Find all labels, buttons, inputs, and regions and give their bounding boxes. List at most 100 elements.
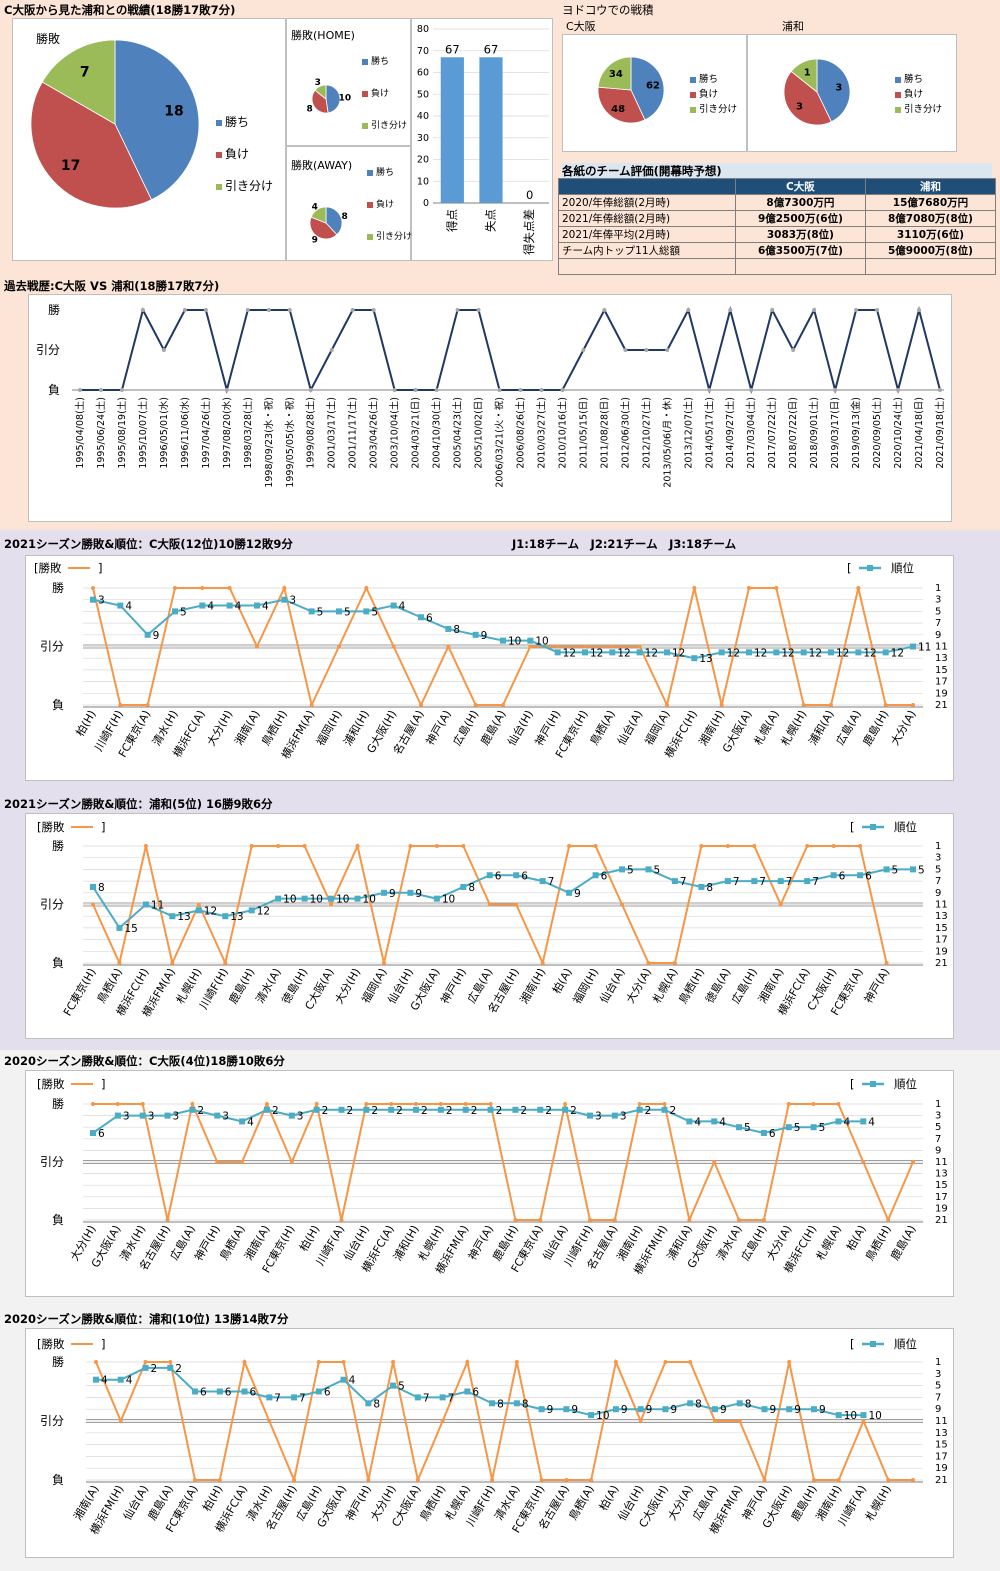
rank-point <box>241 1388 248 1395</box>
pie-slice-label: 62 <box>646 81 660 92</box>
result-point <box>528 644 533 649</box>
date-label: 1995/06/24(土) <box>95 397 107 469</box>
pie-slice-label: 3 <box>315 78 321 88</box>
date-label: 2011/05/15(日) <box>578 397 589 469</box>
result-point <box>145 703 150 707</box>
rank-value-label: 10 <box>336 894 349 906</box>
result-point <box>501 703 505 707</box>
rank-value-label: 8 <box>522 1398 529 1410</box>
y-axis-label: 負 <box>52 698 64 712</box>
rank-tick-label: 9 <box>935 1145 941 1156</box>
rank-value-label: 12 <box>590 647 603 659</box>
rank-point <box>698 883 705 890</box>
table-row: チーム内トップ11人総額 6億3500万(7位) 5億9000万(8位) <box>558 242 997 259</box>
y-axis-label: 引分 <box>40 640 64 654</box>
rank-value-label: 6 <box>200 1387 207 1399</box>
y-axis-label: 引分 <box>36 343 60 357</box>
pie-slice-label: 34 <box>609 69 623 80</box>
legend-results-bracket: ] <box>98 561 103 575</box>
result-point <box>215 1160 220 1164</box>
result-point <box>316 1360 321 1364</box>
table-cell: 2021/年俸平均(2月時) <box>558 226 736 243</box>
opponent-label: 大分(H) <box>204 708 236 749</box>
rank-value-label: 3 <box>620 1111 627 1123</box>
y-tick-label: 80 <box>417 24 429 35</box>
rank-value-label: 9 <box>574 888 581 900</box>
date-label: 2004/10/30(土) <box>431 397 443 469</box>
opponent-label: 広島(H) <box>450 708 482 749</box>
rank-tick-label: 3 <box>935 1111 941 1122</box>
result-point <box>287 308 292 312</box>
date-label: 1997/08/20(水) <box>221 397 233 469</box>
opponent-label: 鳥栖(A) <box>587 708 618 748</box>
result-point <box>886 1478 891 1482</box>
rank-value-label: 6 <box>769 1128 776 1140</box>
rank-tick-label: 15 <box>935 1180 948 1191</box>
result-point <box>564 1478 569 1482</box>
rank-point <box>199 602 206 609</box>
result-point <box>350 308 355 312</box>
result-point <box>266 308 271 312</box>
result-point <box>725 844 730 848</box>
yodoko-urawa-title: 浦和 <box>782 20 804 33</box>
opponent-label: 鹿島(H) <box>226 966 258 1007</box>
yodoko-urawa-box <box>747 34 957 152</box>
rank-value-label: 8 <box>453 624 460 636</box>
pie-slice <box>41 39 116 125</box>
date-label: 1995/08/19(土) <box>116 397 128 469</box>
rank-tick-label: 3 <box>935 1369 941 1380</box>
legend-loss-swatch <box>216 151 222 158</box>
result-point <box>749 388 754 392</box>
rank-value-label: 8 <box>468 882 475 894</box>
result-point <box>560 388 565 392</box>
y-tick-label: 20 <box>417 155 429 166</box>
result-point <box>583 644 587 649</box>
rank-tick-label: 13 <box>935 1169 948 1180</box>
rank-value-label: 7 <box>448 1392 455 1404</box>
opponent-label: 湘南(H) <box>517 966 549 1007</box>
result-point <box>91 586 95 590</box>
opponent-label: 湘南(A) <box>231 708 262 748</box>
rank-point <box>281 596 288 603</box>
result-point <box>811 1102 816 1106</box>
result-point <box>267 1419 272 1423</box>
rank-point <box>413 1106 420 1113</box>
result-point <box>883 703 888 707</box>
pie-slice <box>30 81 152 209</box>
rank-value-label: 4 <box>207 601 214 613</box>
rank-point <box>777 878 784 885</box>
rank-point <box>288 1112 295 1119</box>
result-point <box>292 1478 297 1482</box>
rank-point <box>804 878 811 885</box>
rank-tick-label: 5 <box>935 1122 941 1133</box>
y-axis-label: 勝 <box>52 838 64 853</box>
result-point <box>644 348 649 352</box>
rank-point <box>340 1376 347 1383</box>
pie-slice-label: 1 <box>804 67 811 78</box>
legend-loss: 負け <box>225 147 250 161</box>
away-pie-legend: 勝ち 負け 引き分け <box>367 157 412 253</box>
result-point <box>391 644 396 649</box>
rank-tick-label: 11 <box>935 1157 948 1168</box>
rank-value-label: 6 <box>521 870 528 882</box>
date-label: 2013/12/07(土) <box>682 397 694 469</box>
rank-tick-label: 5 <box>935 606 941 617</box>
rank-tick-label: 13 <box>935 911 948 922</box>
result-point <box>339 1218 344 1222</box>
result-point <box>938 388 942 392</box>
rank-tick-label: 21 <box>935 1215 948 1226</box>
legend-rank-marker <box>870 1341 876 1347</box>
rank-point <box>910 866 916 873</box>
pie-slice-label: 17 <box>61 158 80 174</box>
date-label: 2017/03/04(土) <box>745 397 757 469</box>
rank-value-label: 13 <box>699 653 712 665</box>
rank-value-label: 4 <box>125 601 132 613</box>
opponent-label: 柏(H) <box>296 1223 322 1254</box>
rank-point <box>566 889 573 896</box>
result-point <box>190 1102 195 1106</box>
date-label: 2017/07/22(土) <box>766 397 778 469</box>
rank-value-label: 2 <box>545 1105 552 1117</box>
rank-value-label: 7 <box>548 876 555 888</box>
legend-results-bracket: ] <box>101 1337 106 1351</box>
result-point <box>91 1102 95 1106</box>
